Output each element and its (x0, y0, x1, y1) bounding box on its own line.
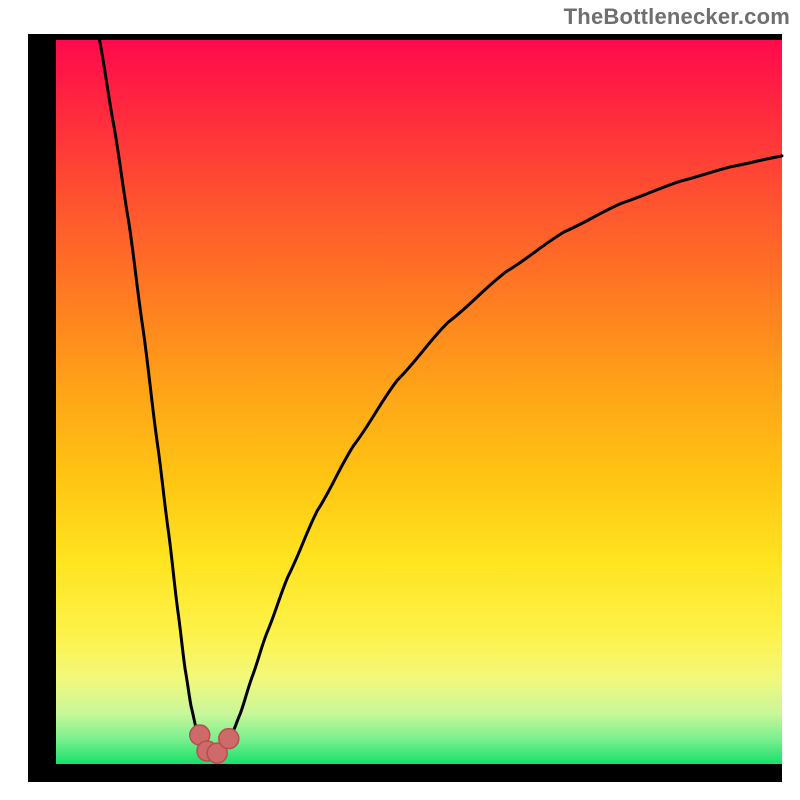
watermark-text: TheBottlenecker.com (564, 4, 790, 30)
optimal-point-marker (219, 729, 239, 749)
bottleneck-chart (0, 0, 800, 800)
chart-plot-area (56, 40, 782, 764)
figure-container: TheBottlenecker.com (0, 0, 800, 800)
